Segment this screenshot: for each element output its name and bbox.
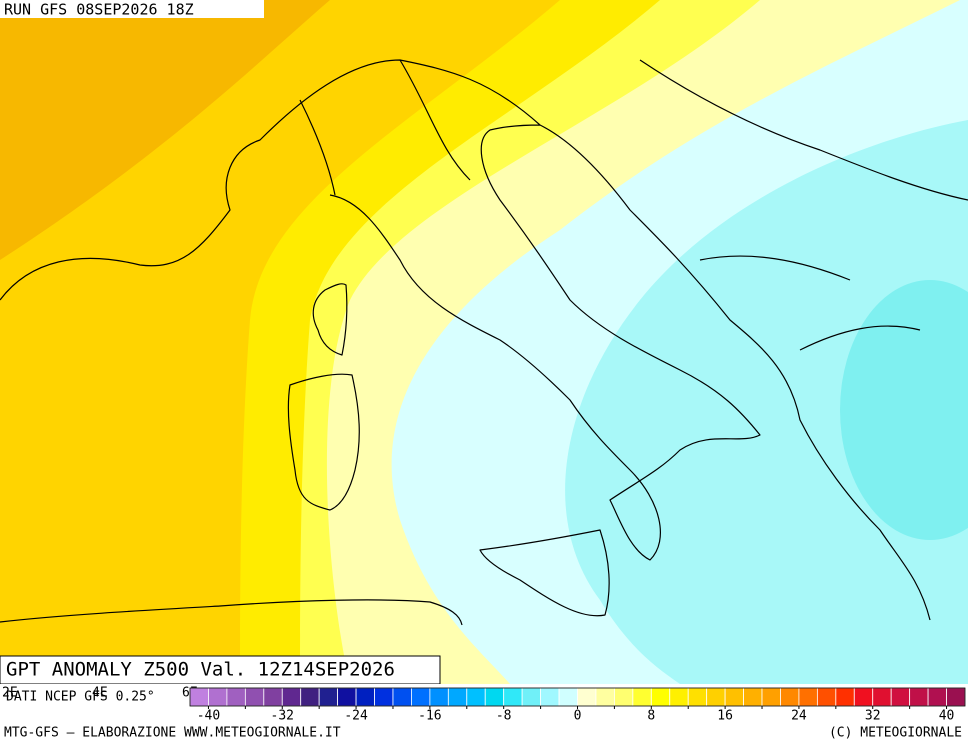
colorbar-swatch	[521, 687, 541, 707]
colorbar-swatch	[466, 687, 486, 707]
colorbar-swatch	[374, 687, 394, 707]
coastline	[287, 373, 360, 511]
colorbar-tick-label: 8	[647, 709, 655, 724]
colorbar-swatch	[835, 687, 855, 707]
colorbar-swatch	[872, 687, 892, 707]
colorbar-swatch	[244, 687, 265, 707]
colorbar-swatch	[208, 687, 228, 707]
colorbar-swatch	[890, 687, 911, 707]
source-label: DATI NCEP GFS 0.25°	[6, 690, 155, 705]
colorbar-swatch	[540, 687, 560, 707]
border	[299, 59, 968, 351]
colorbar-swatch	[853, 687, 874, 707]
colorbar-swatch	[318, 687, 339, 707]
colorbar-swatch	[724, 687, 744, 707]
colorbar-swatch	[909, 687, 929, 707]
field-band	[565, 120, 968, 684]
map	[0, 0, 968, 684]
colorbar-swatch	[392, 687, 412, 707]
colorbar-swatch	[577, 687, 597, 707]
title-box	[0, 655, 441, 685]
colorbar-tick-label: 0	[574, 709, 582, 724]
header-box	[0, 0, 264, 18]
colorbar: -40 -32 -24 -16 -8 0 8 16 24 32 40	[189, 687, 966, 724]
coastline	[0, 599, 463, 626]
colorbar-tick-label: -16	[418, 709, 441, 724]
colorbar-swatch	[816, 687, 837, 707]
coastline	[479, 529, 610, 617]
credit-label: MTG-GFS — ELABORAZIONE WWW.METEOGIORNALE…	[4, 726, 341, 741]
coastline	[312, 283, 348, 356]
colorbar-swatch	[614, 687, 634, 707]
colorbar-swatch	[226, 687, 246, 707]
colorbar-swatch	[780, 687, 800, 707]
colorbar-swatch	[798, 687, 818, 707]
colorbar-swatch	[281, 687, 302, 707]
colorbar-swatch	[650, 687, 671, 707]
colorbar-swatch	[484, 687, 505, 707]
colorbar-swatch	[558, 687, 578, 707]
colorbar-tick-label: -40	[197, 709, 220, 724]
colorbar-swatch	[503, 687, 523, 707]
coastline	[0, 59, 931, 621]
colorbar-swatch	[946, 687, 966, 707]
colorbar-swatch	[687, 687, 708, 707]
colorbar-swatch	[447, 687, 468, 707]
colorbar-swatch	[743, 687, 763, 707]
colorbar-tick-label: -24	[344, 709, 368, 724]
colorbar-tick-label: -32	[271, 709, 294, 724]
lon-label: 2E	[2, 686, 18, 701]
colorbar-swatch	[927, 687, 947, 707]
colorbar-swatch	[189, 687, 209, 707]
copyright-label: (C) METEOGIORNALE	[829, 726, 962, 741]
lon-label: 4E	[92, 686, 108, 701]
colorbar-swatch	[300, 687, 320, 707]
colorbar-tick-label: 16	[717, 709, 733, 724]
colorbar-swatch	[761, 687, 781, 707]
colorbar-swatch	[706, 687, 726, 707]
colorbar-swatch	[632, 687, 652, 707]
colorbar-swatch	[429, 687, 449, 707]
colorbar-swatch	[411, 687, 431, 707]
colorbar-swatch	[669, 687, 689, 707]
colorbar-swatch	[355, 687, 375, 707]
field-band	[840, 280, 968, 540]
colorbar-tick-label: 40	[939, 709, 955, 724]
colorbar-swatch	[337, 687, 357, 707]
colorbar-tick-label: 32	[865, 709, 881, 724]
run-label: RUN GFS 08SEP2026 18Z	[4, 1, 194, 19]
colorbar-swatch	[595, 687, 615, 707]
colorbar-tick-label: -8	[496, 709, 512, 724]
map-title: GPT ANOMALY Z500 Val. 12Z14SEP2026	[6, 659, 395, 681]
colorbar-tick-label: 24	[791, 709, 807, 724]
field-band	[0, 0, 330, 260]
colorbar-swatch	[263, 687, 283, 707]
